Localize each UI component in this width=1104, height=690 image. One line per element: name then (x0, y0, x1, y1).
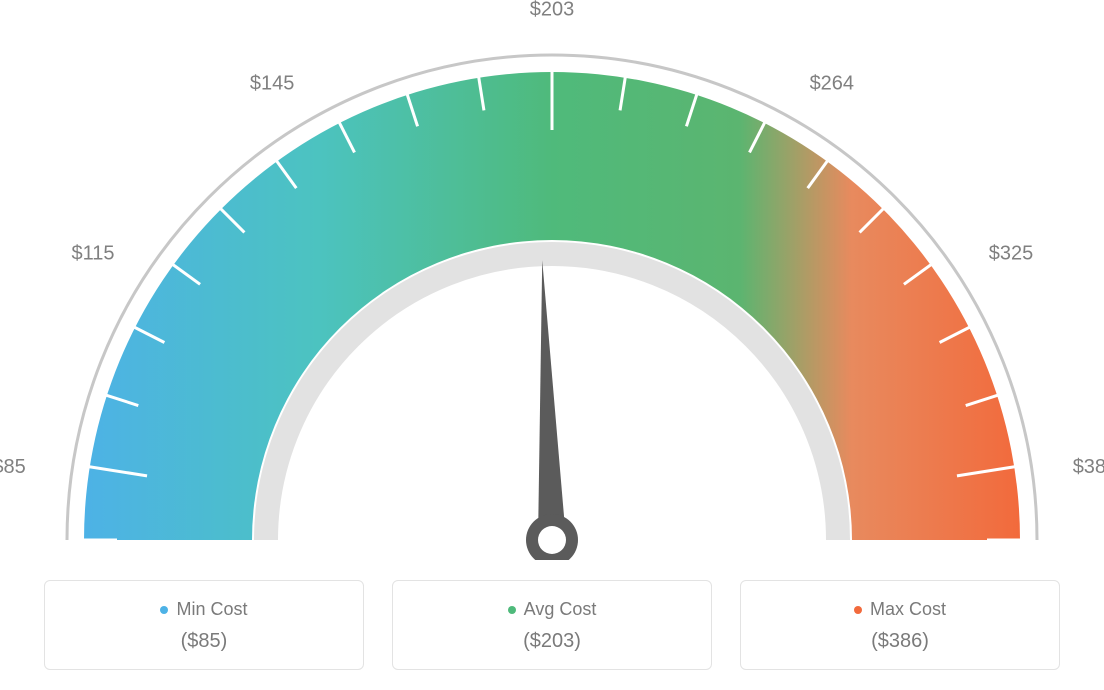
legend-title-text-avg: Avg Cost (524, 599, 597, 620)
legend-dot-min (160, 606, 168, 614)
gauge-tick-label: $115 (72, 243, 115, 265)
gauge-tick-label: $203 (530, 0, 575, 20)
legend-card-min: Min Cost ($85) (44, 580, 364, 670)
legend-title-min: Min Cost (160, 599, 247, 620)
legend-dot-max (854, 606, 862, 614)
legend-card-avg: Avg Cost ($203) (392, 580, 712, 670)
legend-value-max: ($386) (751, 630, 1049, 653)
gauge-tick-label: $145 (250, 73, 295, 95)
gauge-svg: $85 $115 $145 $203 $264 $325 $386 (0, 0, 1104, 560)
legend-card-max: Max Cost ($386) (740, 580, 1060, 670)
legend-value-avg: ($203) (403, 630, 701, 653)
gauge-tick-label: $85 (0, 456, 26, 478)
legend-dot-avg (508, 606, 516, 614)
legend-value-min: ($85) (55, 630, 353, 653)
gauge-chart: $85 $115 $145 $203 $264 $325 $386 (0, 0, 1104, 560)
gauge-tick-label: $325 (989, 243, 1034, 265)
legend-title-avg: Avg Cost (508, 599, 597, 620)
legend-title-max: Max Cost (854, 599, 946, 620)
legend-title-text-max: Max Cost (870, 599, 946, 620)
legend-row: Min Cost ($85) Avg Cost ($203) Max Cost … (0, 580, 1104, 670)
gauge-tick-label: $386 (1073, 456, 1104, 478)
gauge-tick-label: $264 (810, 73, 855, 95)
legend-title-text-min: Min Cost (176, 599, 247, 620)
